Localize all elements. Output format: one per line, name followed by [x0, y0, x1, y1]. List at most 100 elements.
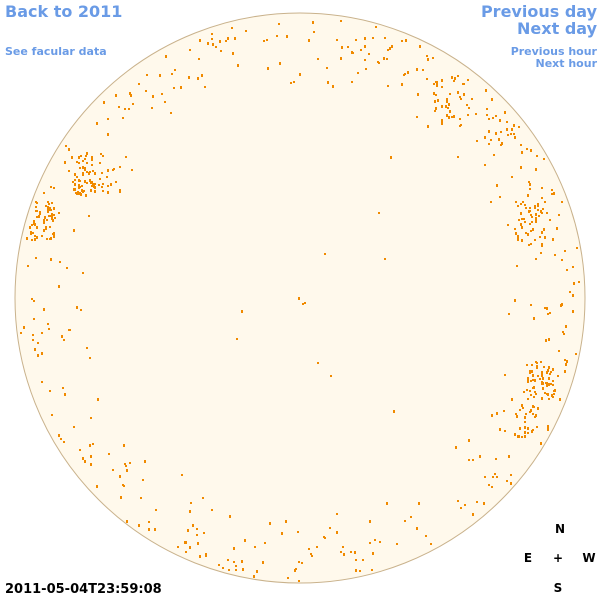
previous-hour-link[interactable]: Previous hour [510, 45, 597, 58]
facula [511, 398, 513, 401]
facula [126, 520, 128, 523]
facula [148, 521, 150, 523]
facula [513, 124, 515, 127]
facula [536, 426, 538, 428]
facula [88, 172, 90, 175]
facula [530, 230, 532, 232]
facula [89, 179, 91, 182]
next-day-link[interactable]: Next day [517, 19, 597, 38]
facula [49, 208, 51, 211]
facula [433, 83, 435, 85]
facula [517, 436, 519, 438]
facula [496, 184, 498, 187]
facula [47, 201, 49, 203]
facula [142, 479, 144, 481]
facula [108, 453, 110, 455]
facula [36, 216, 38, 218]
compass-north: N [554, 522, 566, 536]
facula [82, 457, 84, 460]
facula [211, 509, 213, 511]
facula [463, 83, 465, 85]
facula [527, 380, 529, 383]
facula [286, 35, 288, 38]
facula [510, 133, 512, 135]
facula [82, 191, 84, 193]
facula [27, 265, 29, 267]
facula [374, 539, 376, 541]
facula [241, 310, 243, 313]
facula [41, 381, 43, 383]
facula [308, 39, 310, 42]
facula [529, 370, 531, 372]
facula [76, 176, 78, 178]
facula [530, 409, 532, 412]
facula [519, 409, 521, 411]
compass-south: S [553, 581, 563, 595]
facula [547, 425, 549, 428]
facula [49, 226, 51, 228]
facula [76, 161, 78, 163]
facula [115, 181, 117, 183]
facula [573, 283, 575, 285]
facula [500, 144, 502, 146]
facula [495, 132, 497, 135]
facula [552, 368, 554, 371]
facula [371, 569, 373, 571]
facula [541, 212, 543, 214]
facula [556, 227, 558, 230]
facula [532, 387, 534, 389]
facula [229, 515, 231, 518]
facula [96, 122, 98, 125]
facula [219, 40, 221, 43]
facula [553, 390, 555, 392]
facula [211, 38, 213, 40]
facula [126, 469, 128, 472]
facula [154, 528, 156, 531]
facular-link[interactable]: See facular data [5, 45, 107, 58]
facula [73, 188, 75, 191]
facula [569, 291, 571, 293]
facula [341, 46, 343, 49]
facula [185, 541, 187, 544]
facula [504, 374, 506, 376]
facula [323, 536, 325, 538]
facula [562, 331, 564, 333]
next-hour-link[interactable]: Next hour [535, 57, 598, 70]
facula [202, 497, 204, 499]
facula [228, 569, 230, 571]
facula [546, 384, 548, 387]
facula [404, 520, 406, 522]
facula [91, 164, 93, 166]
facula [360, 49, 362, 51]
facula [533, 317, 535, 320]
facula [48, 215, 50, 217]
facula [330, 375, 332, 377]
facula [434, 110, 436, 112]
facula [551, 394, 553, 397]
back-link[interactable]: Back to 2011 [5, 2, 123, 21]
facula [129, 462, 131, 464]
previous-day-link[interactable]: Previous day [480, 2, 597, 21]
facula [99, 178, 101, 180]
facula [53, 235, 55, 238]
facula [89, 357, 91, 359]
facula [472, 513, 474, 516]
facula [486, 108, 488, 110]
facula [298, 561, 300, 563]
facula [93, 183, 95, 186]
facula [451, 76, 453, 79]
facula [457, 500, 459, 502]
facula [364, 59, 366, 61]
facula [47, 208, 49, 211]
facula [84, 180, 86, 183]
facula [545, 382, 547, 384]
facula [379, 541, 381, 543]
facula [430, 543, 432, 545]
facula [355, 569, 357, 572]
facula [227, 37, 229, 40]
facula [535, 393, 537, 395]
facula [79, 186, 81, 188]
facula [527, 194, 529, 197]
facula [120, 496, 122, 499]
facula [520, 203, 522, 205]
